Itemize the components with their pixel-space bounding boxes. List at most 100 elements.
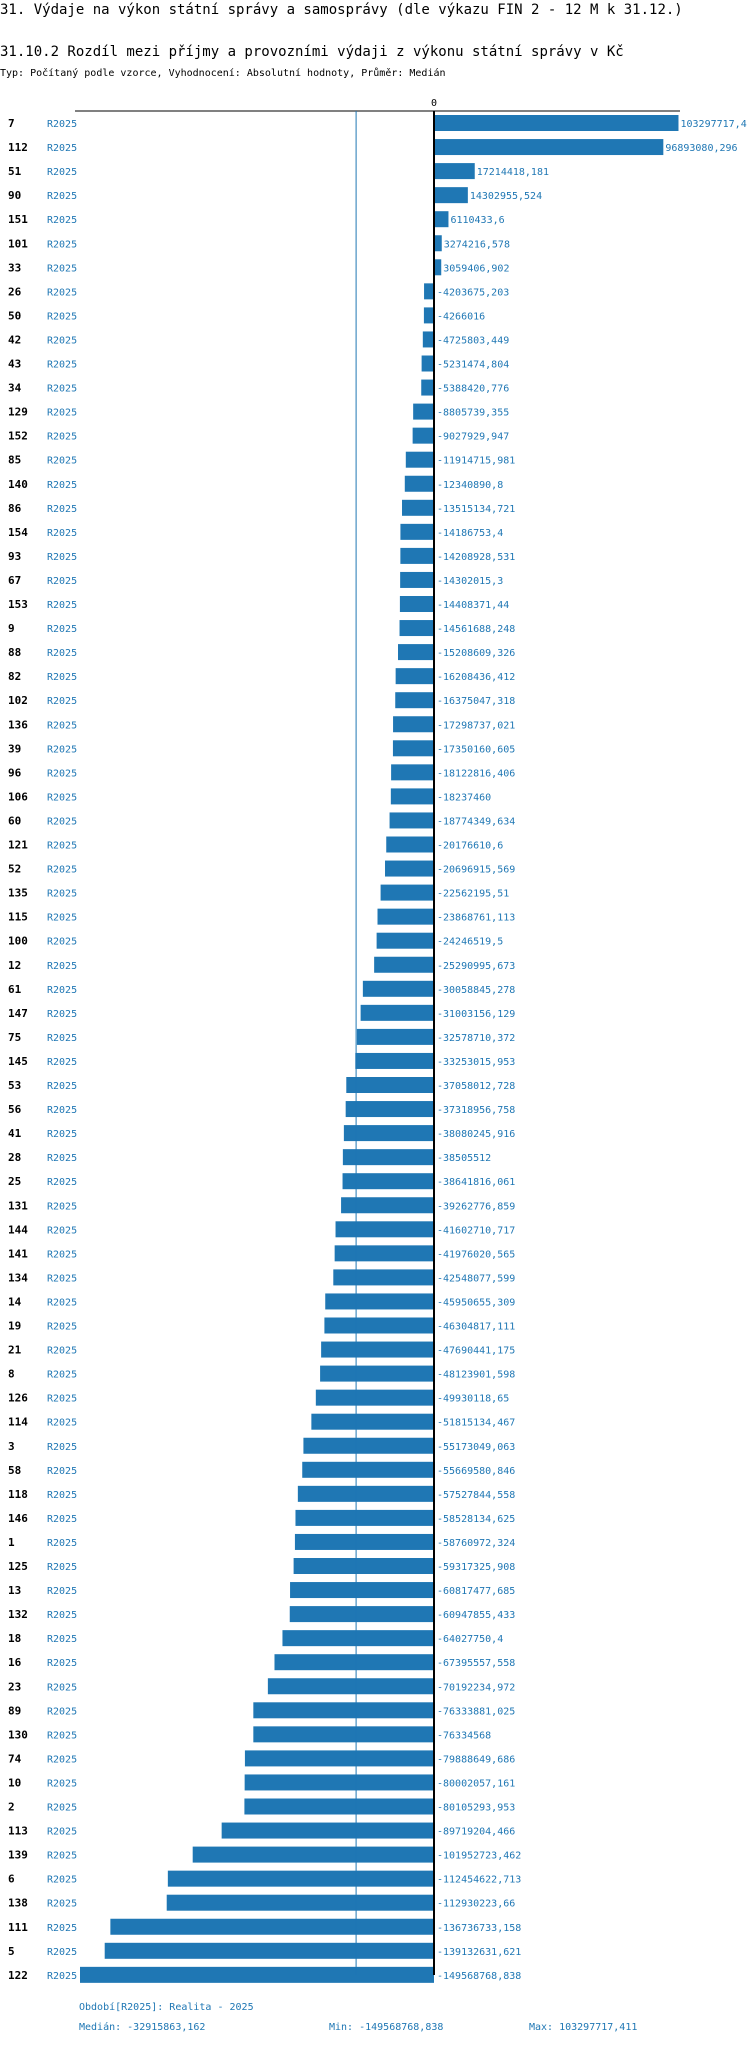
bar-value-label: -24246519,5 [437,937,503,948]
row-period-label: R2025 [47,1201,77,1212]
row-period-label: R2025 [47,1610,77,1621]
row-period-label: R2025 [47,1754,77,1765]
bar [434,235,442,252]
row-period-label: R2025 [47,1658,77,1669]
row-id-label: 136 [8,718,28,731]
bar [389,812,434,829]
row-period-label: R2025 [47,1442,77,1453]
bar-value-label: -58528134,625 [437,1514,515,1525]
bar [434,163,475,180]
row-id-label: 140 [8,478,28,491]
bar-value-label: -38641816,061 [437,1177,515,1188]
row-id-label: 23 [8,1680,21,1693]
bar-value-label: -48123901,598 [437,1370,515,1381]
row-id-label: 51 [8,165,22,178]
bar-value-label: -136736733,158 [437,1923,521,1934]
bar [267,1678,434,1695]
bar-value-label: -5231474,804 [437,360,509,371]
bar-value-label: 3059406,902 [443,263,509,274]
row-id-label: 96 [8,766,22,779]
bar [244,1750,434,1767]
footer-median: Medián: -32915863,162 [79,2022,206,2033]
row-period-label: R2025 [47,311,77,322]
row-period-label: R2025 [47,456,77,467]
row-period-label: R2025 [47,408,77,419]
row-period-label: R2025 [47,1803,77,1814]
row-period-label: R2025 [47,1586,77,1597]
row-id-label: 138 [8,1897,28,1910]
bar-value-label: 103297717,4 [680,119,746,130]
row-id-label: 14 [8,1295,22,1308]
row-id-label: 33 [8,261,21,274]
row-period-label: R2025 [47,1273,77,1284]
row-id-label: 82 [8,670,21,683]
row-period-label: R2025 [47,1851,77,1862]
bar-value-label: -5388420,776 [437,384,509,395]
bar-value-label: -89719204,466 [437,1827,515,1838]
bar-value-label: -37058012,728 [437,1081,515,1092]
row-period-label: R2025 [47,672,77,683]
bar-value-label: -4725803,449 [437,335,509,346]
bar [333,1269,434,1286]
footer-min: Min: -149568768,838 [329,2022,444,2033]
row-period-label: R2025 [47,648,77,659]
row-period-label: R2025 [47,191,77,202]
bar-value-label: -80002057,161 [437,1778,515,1789]
row-period-label: R2025 [47,1225,77,1236]
bar [295,1509,434,1526]
row-period-label: R2025 [47,624,77,635]
row-id-label: 102 [8,694,28,707]
row-id-label: 56 [8,1103,22,1116]
row-period-label: R2025 [47,792,77,803]
row-id-label: 132 [8,1608,28,1621]
bar [315,1389,434,1406]
bar-value-label: -149568768,838 [437,1971,521,1982]
row-period-label: R2025 [47,119,77,130]
bar-value-label: -20176610,6 [437,841,503,852]
bar-value-label: -80105293,953 [437,1803,515,1814]
row-id-label: 118 [8,1488,28,1501]
row-period-label: R2025 [47,263,77,274]
row-period-label: R2025 [47,1971,77,1982]
row-period-label: R2025 [47,1370,77,1381]
bar [434,115,679,131]
row-id-label: 141 [8,1247,28,1260]
row-period-label: R2025 [47,1105,77,1116]
bar [395,692,434,709]
bar-value-label: -112930223,66 [437,1899,515,1910]
bar-value-label: -23868761,113 [437,913,515,924]
bar [289,1606,434,1623]
row-period-label: R2025 [47,913,77,924]
bar [244,1798,434,1815]
chart-title: 31.10.2 Rozdíl mezi příjmy a provozními … [0,44,624,60]
row-period-label: R2025 [47,480,77,491]
row-id-label: 93 [8,550,21,563]
row-period-label: R2025 [47,143,77,154]
row-period-label: R2025 [47,1827,77,1838]
bar [321,1341,434,1358]
bar-value-label: -45950655,309 [437,1297,515,1308]
bar-value-label: -16375047,318 [437,696,515,707]
row-period-label: R2025 [47,1538,77,1549]
bar-value-label: -14561688,248 [437,624,515,635]
bar [424,283,434,300]
bar-value-label: -9027929,947 [437,432,509,443]
row-id-label: 86 [8,502,22,515]
bar [334,1245,434,1262]
row-id-label: 8 [8,1368,15,1381]
bar [320,1365,434,1382]
row-period-label: R2025 [47,1490,77,1501]
row-period-label: R2025 [47,1947,77,1958]
row-period-label: R2025 [47,1394,77,1405]
bar-value-label: -22562195,51 [437,889,509,900]
bar-value-label: -14186753,4 [437,528,503,539]
bar [343,1125,434,1142]
bar [166,1894,435,1911]
row-id-label: 90 [8,189,21,202]
bar-value-label: -139132631,621 [437,1947,521,1958]
row-period-label: R2025 [47,287,77,298]
row-period-label: R2025 [47,1009,77,1020]
row-id-label: 114 [8,1416,28,1429]
